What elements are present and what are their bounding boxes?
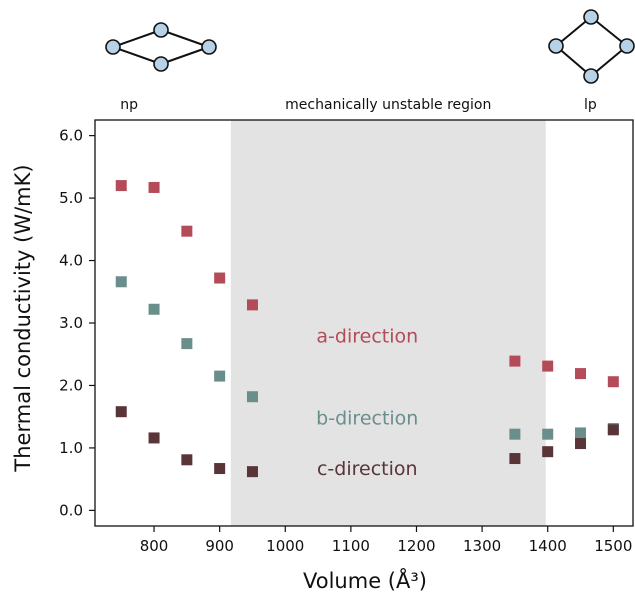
y-tick-label: 3.0 bbox=[59, 314, 83, 332]
b-direction-point bbox=[246, 391, 258, 403]
c-direction-point bbox=[115, 406, 127, 418]
x-tick-label: 1400 bbox=[529, 537, 567, 555]
c-direction-point bbox=[214, 463, 226, 475]
b-direction-point bbox=[115, 276, 127, 288]
a-direction-point bbox=[246, 299, 258, 311]
c-direction-point bbox=[575, 438, 587, 450]
b-direction-point bbox=[214, 370, 226, 382]
x-tick-label: 900 bbox=[205, 537, 234, 555]
x-axis-title: Volume (Å³) bbox=[303, 567, 427, 593]
x-axis-ticks: 800 900 1000 1100 1200 1300 1400 1500 bbox=[140, 526, 632, 555]
y-tick-label: 2.0 bbox=[59, 376, 83, 394]
y-tick-label: 6.0 bbox=[59, 127, 83, 145]
a-direction-point bbox=[575, 368, 587, 380]
y-axis-title: Thermal conductivity (W/mK) bbox=[11, 164, 35, 472]
lp-structure-diagram bbox=[548, 9, 635, 84]
c-direction-point bbox=[607, 424, 619, 436]
b-direction-point bbox=[148, 303, 160, 315]
unstable-region-shading bbox=[230, 120, 546, 526]
c-direction-point bbox=[148, 432, 160, 444]
x-tick-label: 1500 bbox=[594, 537, 632, 555]
a-direction-point bbox=[214, 272, 226, 284]
y-tick-label: 0.0 bbox=[59, 501, 83, 519]
data-points bbox=[115, 180, 619, 478]
a-direction-label: a-direction bbox=[316, 325, 418, 347]
y-tick-label: 5.0 bbox=[59, 189, 83, 207]
c-direction-label: c-direction bbox=[317, 458, 418, 480]
b-direction-label: b-direction bbox=[316, 407, 418, 429]
x-tick-label: 1000 bbox=[266, 537, 304, 555]
np-structure-diagram bbox=[105, 22, 217, 72]
x-tick-label: 1200 bbox=[397, 537, 435, 555]
x-tick-label: 800 bbox=[140, 537, 169, 555]
b-direction-point bbox=[575, 427, 587, 439]
c-direction-point bbox=[509, 453, 521, 465]
np-region-label: np bbox=[120, 97, 138, 113]
y-axis-ticks: 0.0 1.0 2.0 3.0 4.0 5.0 6.0 bbox=[59, 127, 95, 519]
a-direction-point bbox=[115, 180, 127, 192]
a-direction-point bbox=[542, 360, 554, 372]
x-tick-label: 1100 bbox=[332, 537, 370, 555]
a-direction-point bbox=[607, 376, 619, 388]
b-direction-point bbox=[181, 338, 193, 350]
a-direction-point bbox=[181, 225, 193, 237]
b-direction-point bbox=[509, 428, 521, 440]
y-tick-label: 4.0 bbox=[59, 252, 83, 270]
a-direction-point bbox=[148, 181, 160, 193]
c-direction-point bbox=[542, 446, 554, 458]
c-direction-point bbox=[246, 466, 258, 478]
c-direction-point bbox=[181, 454, 193, 466]
lp-region-label: lp bbox=[584, 97, 597, 113]
y-tick-label: 1.0 bbox=[59, 439, 83, 457]
b-direction-point bbox=[542, 428, 554, 440]
a-direction-point bbox=[509, 355, 521, 367]
x-tick-label: 1300 bbox=[463, 537, 501, 555]
unstable-region-label: mechanically unstable region bbox=[285, 97, 491, 113]
series-labels: a-direction b-direction c-direction bbox=[316, 325, 418, 479]
